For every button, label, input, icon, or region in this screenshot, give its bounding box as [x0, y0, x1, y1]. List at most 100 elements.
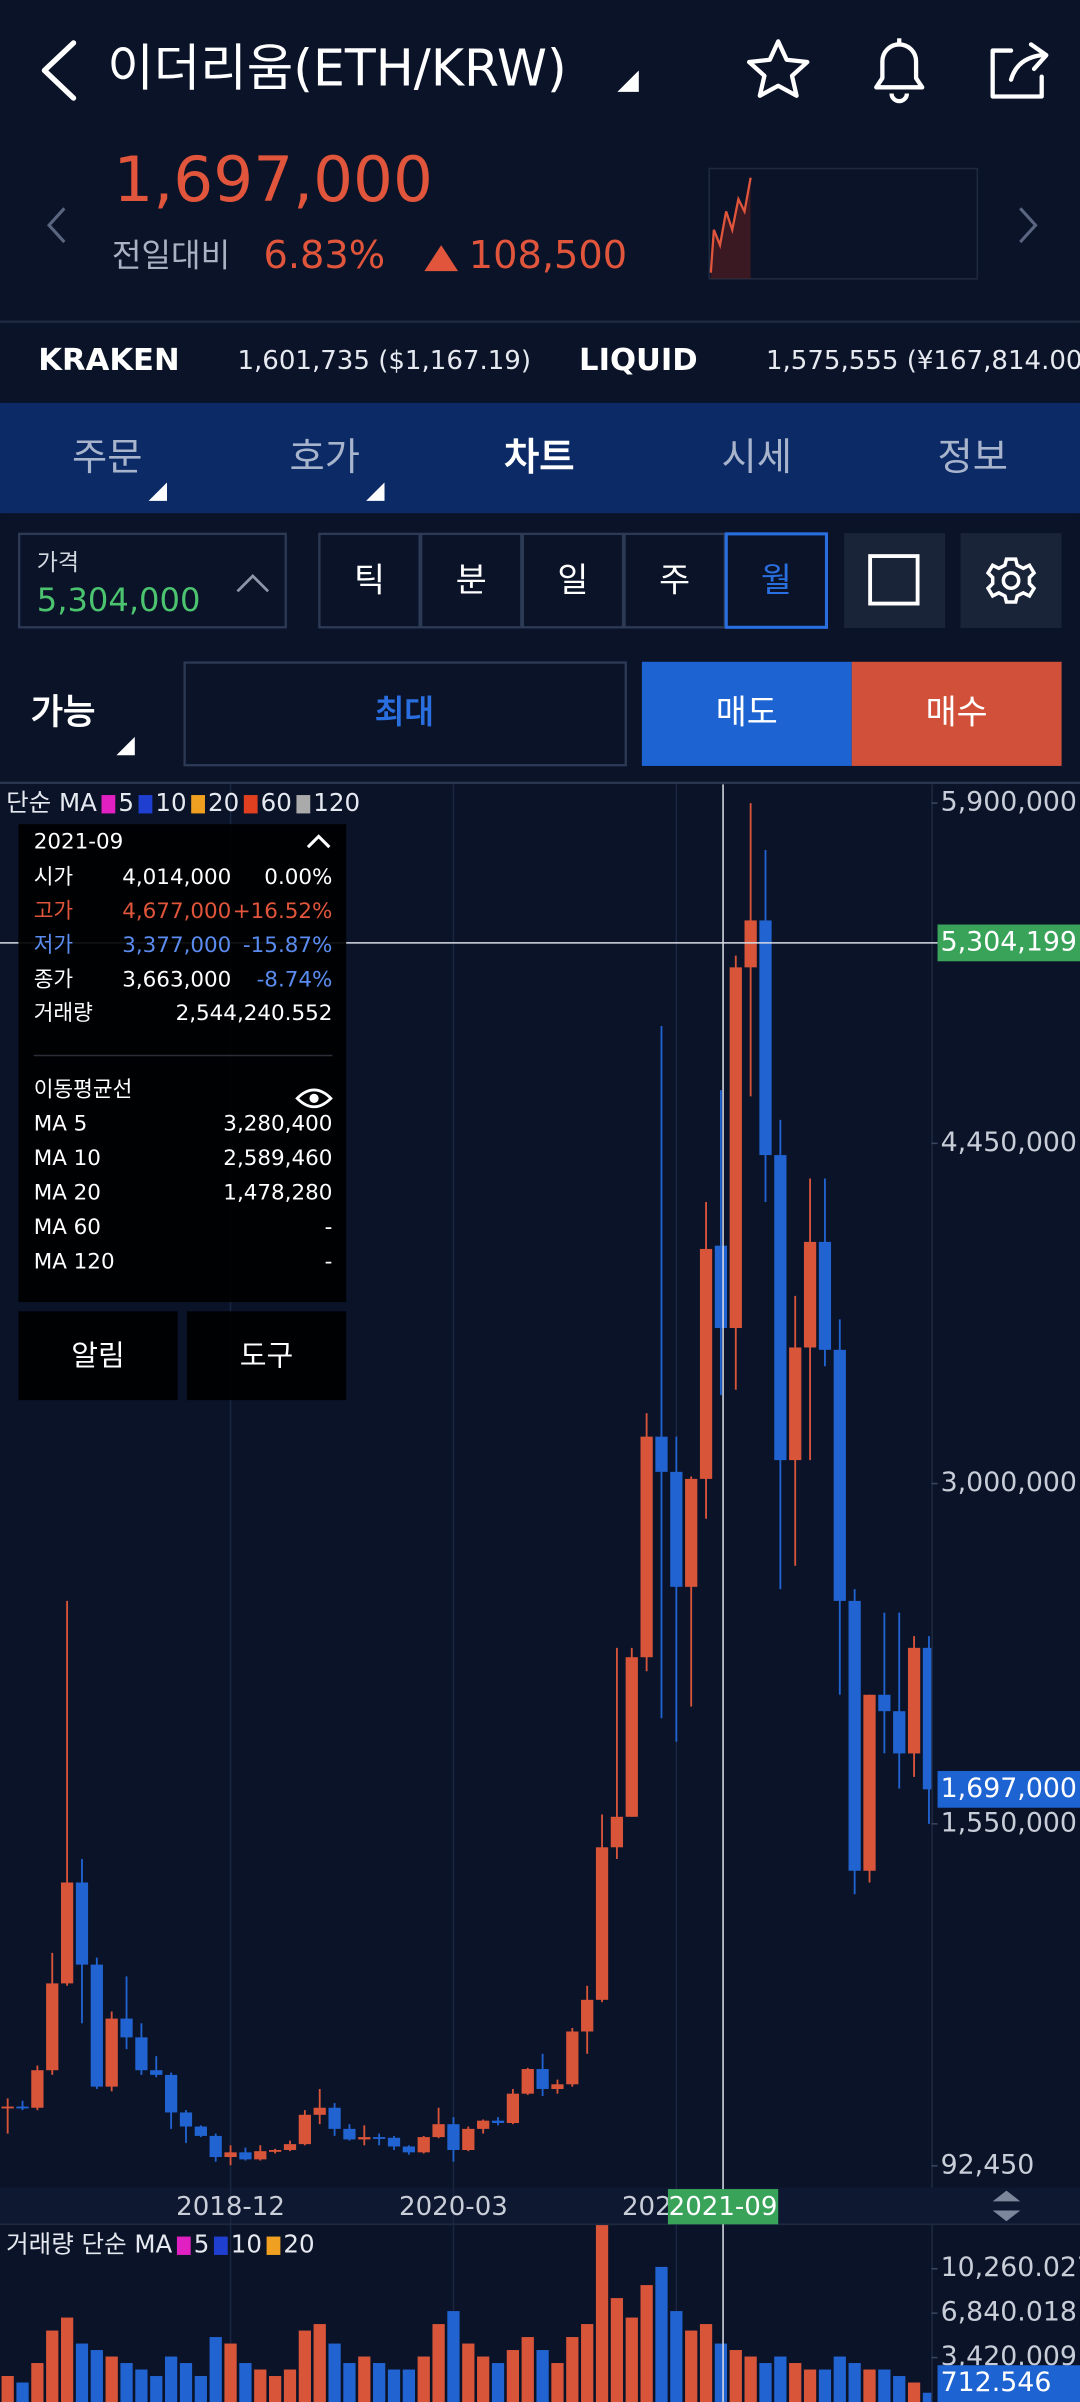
tab[interactable]: 주문: [72, 435, 142, 480]
tooltip-eye[interactable]: [295, 1088, 333, 1109]
legend-entry: 5: [118, 788, 134, 817]
volume-bar: [477, 2356, 490, 2402]
candle-body: [447, 2124, 460, 2150]
candle-body: [640, 1436, 653, 1658]
volume-bar: [907, 2382, 921, 2402]
x-axis-strip: [0, 2187, 1080, 2225]
candle-body: [164, 2074, 178, 2113]
sell-button[interactable]: [641, 661, 852, 766]
volume-bar: [358, 2356, 371, 2402]
candle-body: [120, 2018, 133, 2038]
volume-bar: [521, 2337, 534, 2402]
scale-toggle[interactable]: [992, 2190, 1021, 2222]
tooltip-row-label: 종가: [34, 967, 74, 992]
volume-bar: [610, 2298, 624, 2402]
buy-button[interactable]: [851, 661, 1062, 766]
settings-button[interactable]: [960, 533, 1062, 629]
tab-dropdown: [366, 482, 385, 501]
volume-bar: [254, 2369, 267, 2402]
legend-entry: 5: [194, 2230, 210, 2259]
tab[interactable]: 시세: [722, 435, 792, 480]
tab[interactable]: 차트: [504, 435, 574, 480]
volume-bar: [818, 2369, 832, 2402]
legend-label: 단순 MA: [6, 788, 97, 817]
layout-button[interactable]: [844, 533, 946, 629]
last-volume-label: 712.546: [941, 2367, 1052, 2398]
tooltip-row-value: 3,377,000: [122, 933, 231, 958]
tooltip-collapse[interactable]: [306, 834, 331, 849]
period-button[interactable]: [419, 532, 523, 629]
title-dropdown[interactable]: [617, 70, 639, 92]
candle-body: [759, 920, 772, 1156]
share-button[interactable]: [990, 42, 1049, 99]
tooltip-ma-title: 이동평균선: [34, 1078, 133, 1103]
layout-icon: [868, 554, 920, 606]
volume-bar: [729, 2350, 742, 2402]
volume-bar: [685, 2330, 698, 2402]
candle-body: [60, 1882, 74, 1984]
legend-entry: 10: [231, 2230, 262, 2259]
price-label: 가격: [37, 550, 79, 576]
volume-bar: [164, 2356, 178, 2402]
max-button[interactable]: [183, 661, 627, 767]
period-button[interactable]: [521, 532, 625, 629]
period-button[interactable]: [623, 532, 726, 629]
period-button[interactable]: [318, 532, 421, 629]
tool-button[interactable]: [18, 1311, 178, 1401]
volume-bar: [863, 2369, 876, 2402]
candle-body: [729, 967, 742, 1329]
volume-bar: [328, 2343, 341, 2402]
volume-bar: [179, 2363, 193, 2402]
volume-bar: [581, 2324, 594, 2402]
tooltip-row-value: 3,663,000: [122, 967, 231, 992]
tab[interactable]: 호가: [290, 435, 360, 480]
tab-bar: [0, 402, 1080, 514]
volume-bar: [60, 2317, 74, 2402]
candle-body: [1, 2106, 14, 2109]
change-amount: 108,500: [469, 233, 627, 278]
period-button[interactable]: [724, 532, 828, 629]
x-tick-label: 2018-12: [176, 2192, 285, 2222]
tooltip-ma-label: MA 120: [34, 1249, 115, 1274]
coin-title[interactable]: 이더리움(ETH/KRW): [107, 38, 567, 97]
volume-bar: [848, 2363, 861, 2402]
next-coin[interactable]: [1019, 207, 1038, 244]
tool-button-label: 도구: [240, 1338, 294, 1372]
candle-body: [402, 2146, 415, 2153]
legend-entry: 20: [283, 2230, 314, 2259]
favorite-button[interactable]: [746, 39, 810, 98]
candle-body: [135, 2037, 148, 2071]
candle-body: [803, 1241, 817, 1348]
price-input[interactable]: [18, 532, 287, 629]
last-price-label: 1,697,000: [941, 1773, 1077, 1804]
tab[interactable]: 정보: [938, 435, 1008, 480]
volume-bar: [269, 2376, 282, 2402]
candle-body: [536, 2069, 549, 2089]
tool-button[interactable]: [186, 1311, 347, 1401]
volume-bar: [46, 2330, 59, 2402]
candle-body: [699, 1248, 713, 1479]
candle-body: [31, 2070, 44, 2108]
candle-body: [655, 1436, 668, 1472]
volume-bar: [298, 2330, 311, 2402]
candle-body: [610, 1816, 624, 1848]
tooltip-row-value: 4,677,000: [122, 899, 231, 924]
volume-bar: [224, 2343, 237, 2402]
volume-bar: [90, 2350, 103, 2402]
volume-bar: [893, 2376, 906, 2402]
volume-bar: [833, 2356, 846, 2402]
price-toggle[interactable]: [236, 574, 270, 593]
sell-label: 매도: [716, 692, 778, 731]
available-label[interactable]: 가능: [31, 692, 96, 733]
crosshair-x-box: [667, 2189, 779, 2225]
back-button[interactable]: [41, 40, 77, 101]
prev-coin[interactable]: [46, 207, 66, 244]
volume-bar: [343, 2363, 356, 2402]
alarm-button[interactable]: [874, 38, 925, 104]
volume-bar: [120, 2363, 133, 2402]
last-price-box: [937, 1770, 1080, 1808]
candle-body: [209, 2135, 222, 2158]
volume-bar: [714, 2343, 728, 2402]
tooltip-ma-value: 1,478,280: [223, 1180, 332, 1205]
candle-body: [774, 1155, 787, 1461]
